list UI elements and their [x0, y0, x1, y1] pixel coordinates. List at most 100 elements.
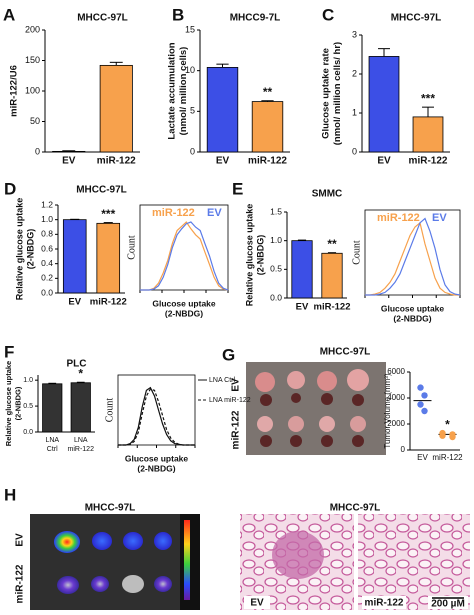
legend-label: LNA miR-122	[209, 397, 251, 404]
y-tick-label: 200	[25, 24, 40, 34]
image-label: miR-122	[365, 598, 404, 609]
chart-title: MHCC-97L	[76, 185, 127, 196]
label-box	[362, 596, 406, 609]
bar	[368, 56, 400, 153]
y-axis-label: Count	[104, 398, 115, 423]
bar	[291, 240, 313, 299]
y-axis-label: (2-NBDG)	[25, 229, 35, 270]
panel-letter: A	[3, 5, 15, 24]
imaging-panel	[30, 514, 200, 610]
x-axis-label: (2-NBDG)	[137, 463, 175, 473]
y-tick-label: 1	[352, 107, 357, 117]
chart-title: MHCC-97L	[77, 13, 128, 24]
histogram-line	[140, 221, 229, 291]
x-tick-label: EV	[68, 297, 81, 308]
significance: *	[78, 366, 83, 380]
y-tick-label: 100	[25, 85, 40, 95]
y-axis-label: Relative glucose uptake	[4, 361, 13, 446]
y-tick-label: 0.8	[41, 229, 53, 239]
x-tick-label: miR-122	[97, 156, 136, 167]
label-box	[428, 596, 468, 609]
significance: ***	[421, 91, 435, 105]
panel-letter: G	[222, 345, 235, 364]
legend-label: miR-122	[152, 207, 195, 219]
x-axis-label: Glucose uptake	[152, 298, 216, 308]
significance: *	[445, 417, 450, 431]
y-axis-label: Count	[351, 240, 362, 265]
y-tick-label: 0	[401, 445, 406, 454]
y-axis-label: Count	[126, 235, 137, 260]
point	[417, 401, 424, 408]
histogram-line	[140, 221, 229, 291]
x-tick-label: LNA	[74, 437, 88, 444]
panel-title: MHCC-97L	[330, 503, 381, 514]
legend-label: EV	[432, 212, 447, 224]
scale-label: 200 µM	[431, 599, 465, 610]
bar	[52, 150, 86, 153]
row-label: EV	[231, 378, 242, 392]
row-label: miR-122	[231, 410, 242, 449]
x-tick-label: miR-122	[314, 302, 351, 313]
y-axis-label: Relative glucose uptake	[244, 204, 254, 307]
x-tick-label: EV	[296, 302, 309, 313]
y-axis-label: (nmol/ million cells/ hr)	[332, 42, 343, 145]
significance: ***	[101, 207, 115, 221]
tumor-photo-blobs	[255, 369, 369, 447]
chart-title: PLC	[67, 359, 87, 370]
bar	[62, 219, 87, 294]
y-axis-label: Glucose uptake rate	[321, 48, 332, 139]
y-tick-label: 0.0	[23, 429, 33, 436]
histogram-line	[365, 221, 460, 296]
y-tick-label: 0	[35, 146, 40, 156]
point	[421, 407, 428, 415]
y-axis-label: Tumor Volume (mm³)	[383, 373, 392, 449]
x-axis-label: (2-NBDG)	[393, 313, 431, 323]
bar	[206, 67, 239, 153]
y-tick-label: 1.2	[41, 199, 53, 209]
significance: **	[263, 85, 273, 99]
panel-title: MHCC-97L	[85, 503, 136, 514]
y-axis-label: Lactate accumulation	[167, 42, 178, 139]
x-tick-label: EV	[216, 156, 230, 167]
histogram-line	[118, 388, 195, 446]
legend-label: EV	[207, 207, 222, 219]
bar	[412, 116, 444, 153]
x-tick-label: miR-122	[90, 297, 127, 308]
x-tick-label: miR-122	[248, 156, 287, 167]
legend-label: LNA Ctrl	[209, 377, 236, 384]
x-tick-label: LNA	[45, 437, 59, 444]
point	[417, 384, 424, 391]
y-tick-label: 50	[30, 116, 40, 126]
x-tick-label: miR-122	[432, 453, 463, 462]
y-axis-label: (nmol/ million cells)	[178, 47, 189, 136]
y-axis-label: Relative glucose uptake	[14, 198, 24, 301]
x-axis-label: Glucose uptake	[381, 303, 445, 313]
y-tick-label: 0.4	[41, 258, 53, 268]
y-tick-label: 2000	[387, 419, 405, 428]
panel-letter: H	[4, 485, 16, 504]
y-tick-label: 0	[190, 146, 195, 156]
x-tick-label: EV	[417, 453, 428, 462]
bar	[42, 383, 63, 433]
point	[421, 392, 428, 399]
y-axis-label: miR-122/U6	[9, 65, 20, 117]
y-tick-label: 1.5	[270, 206, 282, 216]
row-label: EV	[15, 533, 26, 547]
bar	[251, 101, 284, 153]
chart-title: SMMC	[312, 189, 343, 200]
x-tick-label: Ctrl	[47, 446, 58, 453]
chart-title: MHCC9-7L	[230, 13, 281, 24]
y-tick-label: 3	[352, 29, 357, 39]
chart-title: MHCC-97L	[391, 13, 442, 24]
color-bar	[184, 520, 190, 600]
imaging-signals	[54, 531, 172, 594]
plot-frame	[117, 374, 196, 446]
legend-label: miR-122	[377, 212, 420, 224]
y-tick-label: 15	[185, 24, 195, 34]
y-axis-label: (2-NBDG)	[255, 235, 265, 276]
x-tick-label: EV	[62, 156, 76, 167]
bar	[70, 382, 91, 433]
histogram-line	[365, 217, 461, 296]
y-tick-label: 150	[25, 55, 40, 65]
